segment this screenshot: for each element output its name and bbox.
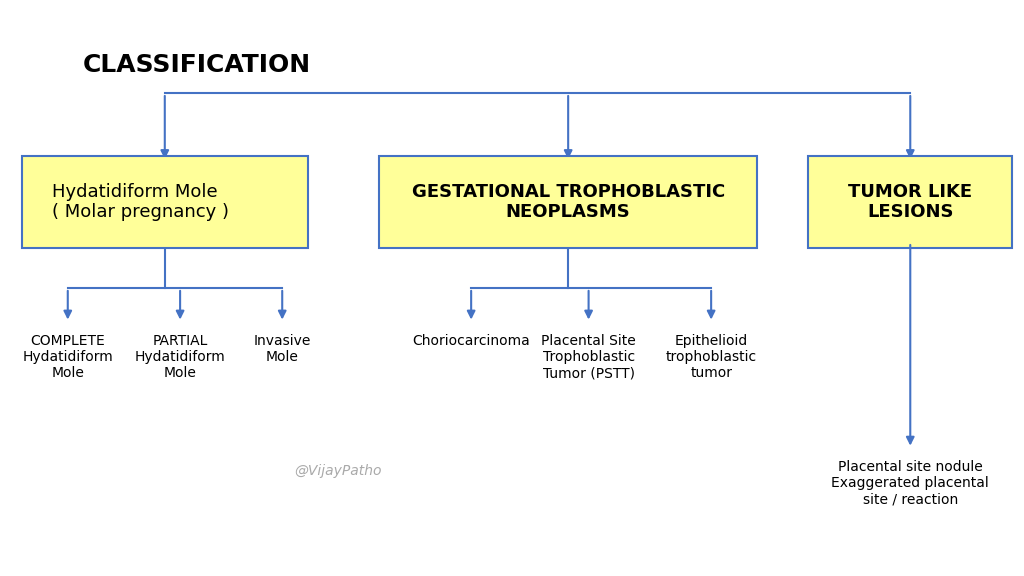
Text: Epithelioid
trophoblastic
tumor: Epithelioid trophoblastic tumor bbox=[666, 334, 757, 380]
Text: CLASSIFICATION: CLASSIFICATION bbox=[83, 53, 311, 77]
Text: @VijayPatho: @VijayPatho bbox=[295, 464, 382, 479]
Text: Invasive
Mole: Invasive Mole bbox=[254, 334, 311, 364]
FancyBboxPatch shape bbox=[808, 156, 1013, 248]
Text: Placental Site
Trophoblastic
Tumor (PSTT): Placental Site Trophoblastic Tumor (PSTT… bbox=[542, 334, 636, 380]
Text: PARTIAL
Hydatidiform
Mole: PARTIAL Hydatidiform Mole bbox=[135, 334, 225, 380]
Text: GESTATIONAL TROPHOBLASTIC
NEOPLASMS: GESTATIONAL TROPHOBLASTIC NEOPLASMS bbox=[412, 183, 725, 221]
FancyBboxPatch shape bbox=[379, 156, 757, 248]
Text: Placental site nodule
Exaggerated placental
site / reaction: Placental site nodule Exaggerated placen… bbox=[831, 460, 989, 506]
Text: COMPLETE
Hydatidiform
Mole: COMPLETE Hydatidiform Mole bbox=[23, 334, 113, 380]
Text: Hydatidiform Mole
( Molar pregnancy ): Hydatidiform Mole ( Molar pregnancy ) bbox=[52, 183, 229, 221]
Text: Choriocarcinoma: Choriocarcinoma bbox=[413, 334, 530, 348]
Text: TUMOR LIKE
LESIONS: TUMOR LIKE LESIONS bbox=[848, 183, 973, 221]
FancyBboxPatch shape bbox=[22, 156, 308, 248]
